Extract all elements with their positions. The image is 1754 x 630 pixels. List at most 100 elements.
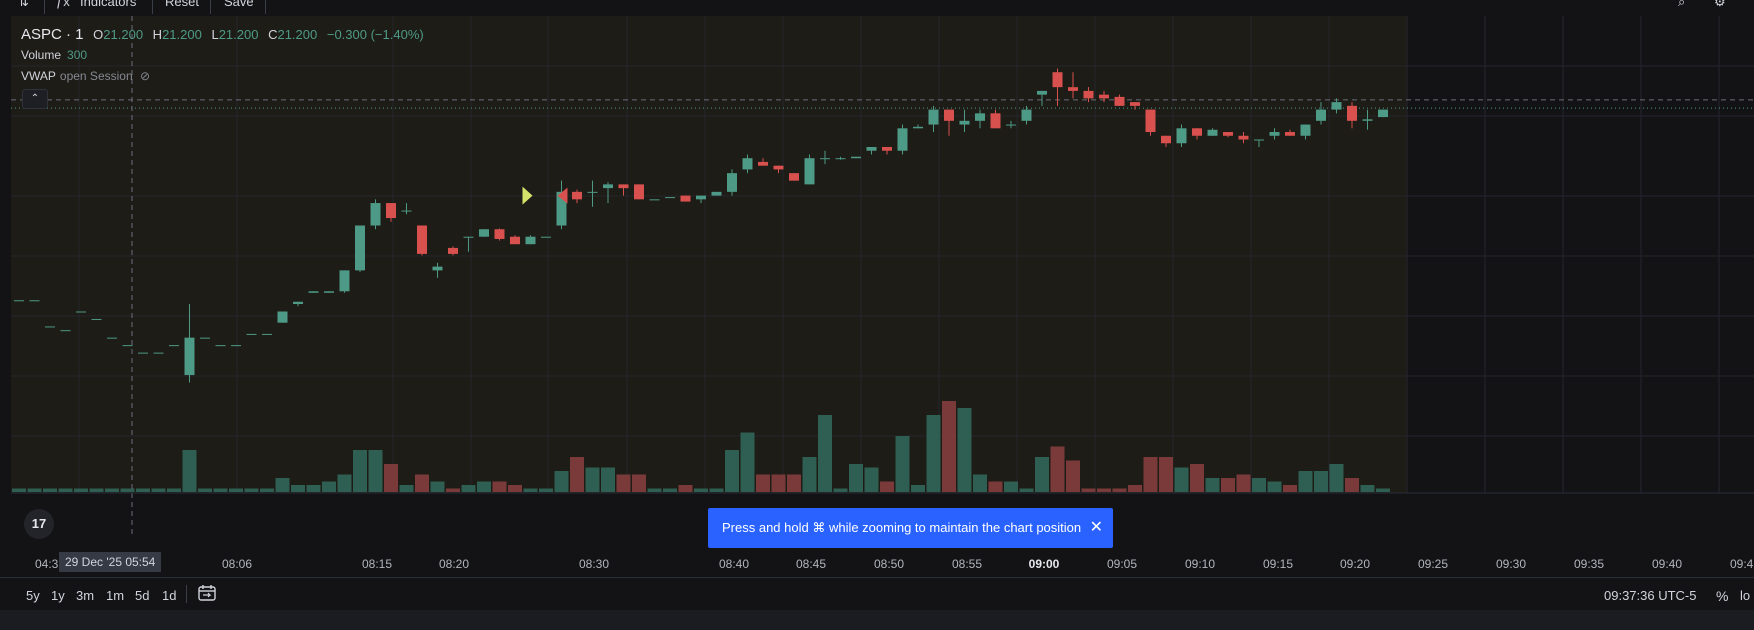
- volume-bar: [709, 488, 724, 492]
- low-value: 21.200: [218, 27, 259, 42]
- volume-bar: [167, 488, 181, 492]
- volume-bar: [926, 415, 941, 492]
- range-1d[interactable]: 1d: [162, 588, 177, 603]
- volume-bar: [1376, 488, 1390, 492]
- candle-body: [742, 158, 753, 170]
- candle-body: [169, 345, 179, 347]
- volume-bar: [1004, 481, 1018, 492]
- range-5y[interactable]: 5y: [26, 588, 40, 603]
- candle-body: [494, 229, 505, 239]
- candle-body: [587, 191, 598, 193]
- utc-clock[interactable]: 09:37:36 UTC-5: [1604, 588, 1697, 603]
- volume-bar: [725, 450, 739, 492]
- go-to-date-icon[interactable]: [197, 584, 217, 602]
- indicators-icon[interactable]: ƒx: [56, 0, 70, 9]
- time-axis-label: 08:15: [362, 557, 392, 571]
- volume-bar: [368, 450, 383, 492]
- volume-bar: [1066, 460, 1080, 492]
- candle-body: [944, 109, 954, 121]
- time-axis-label: 09:35: [1574, 557, 1604, 571]
- candle-body: [479, 229, 489, 237]
- tradingview-logo[interactable]: 17: [24, 509, 54, 539]
- time-axis-label: 08:55: [952, 557, 982, 571]
- volume-bar: [508, 485, 522, 492]
- candle-body: [1052, 72, 1063, 88]
- candle-body: [975, 113, 985, 121]
- page-footer: [0, 610, 1754, 630]
- settings-icon[interactable]: ⚙: [1714, 0, 1726, 9]
- zoom-hint-toast: Press and hold ⌘ while zooming to mainta…: [708, 508, 1113, 548]
- time-axis-label: 09:40: [1652, 557, 1682, 571]
- candle-body: [665, 197, 675, 199]
- save-button[interactable]: Save: [224, 0, 254, 9]
- candle-body: [1114, 96, 1125, 106]
- reset-button[interactable]: Reset: [165, 0, 199, 9]
- volume-bar: [585, 467, 600, 492]
- volume-bar: [1035, 457, 1049, 492]
- range-5d[interactable]: 5d: [135, 588, 150, 603]
- open-label: O: [93, 27, 104, 42]
- candle-body: [773, 165, 784, 170]
- candle-body: [649, 199, 660, 201]
- volume-bar: [1205, 478, 1220, 492]
- candle-body: [696, 195, 706, 200]
- candle-body: [1316, 109, 1326, 121]
- chart-area[interactable]: 08:06 08:15 08:20 08:30 08:40 08:45 08:50 08:55…: [0, 16, 1754, 577]
- candle-body: [634, 184, 644, 200]
- symbol-label[interactable]: ASPC · 1: [21, 26, 84, 43]
- candle-body: [556, 191, 567, 226]
- candle-body: [308, 291, 319, 293]
- volume-legend[interactable]: Volume 300: [21, 48, 87, 62]
- eye-off-icon[interactable]: ⊘: [139, 69, 151, 83]
- time-axis-label: 08:30: [579, 557, 609, 571]
- volume-bar: [198, 488, 212, 492]
- percent-scale-toggle[interactable]: %: [1716, 588, 1729, 604]
- volume-bar: [74, 488, 88, 492]
- time-axis-label: 09:45: [1730, 557, 1754, 571]
- volume-bar: [973, 474, 987, 492]
- volume-bar: [1314, 471, 1328, 492]
- candle-body: [1192, 128, 1202, 136]
- ohlc-legend: ASPC · 1 O21.200 H21.200 L21.200 C21.200…: [21, 26, 424, 43]
- candle-body: [851, 156, 861, 159]
- search-icon[interactable]: ⌕: [1678, 0, 1686, 9]
- candle-body: [122, 345, 133, 347]
- log-scale-toggle[interactable]: lo: [1740, 588, 1751, 603]
- volume-bar: [740, 432, 755, 492]
- volume-bar: [446, 488, 460, 492]
- volume-bar: [647, 488, 662, 492]
- vwap-legend[interactable]: VWAP open Session ⊘: [21, 69, 150, 83]
- volume-bar: [554, 471, 569, 492]
- range-1y[interactable]: 1y: [51, 588, 65, 603]
- candle-body: [262, 333, 272, 335]
- compare-icon[interactable]: ⇅: [18, 0, 29, 9]
- candle-body: [1161, 135, 1171, 144]
- volume-bar: [43, 488, 57, 492]
- close-icon[interactable]: ✕: [1089, 519, 1103, 536]
- volume-bar: [120, 488, 135, 492]
- candle-body: [1331, 102, 1342, 110]
- volume-bar: [1128, 485, 1142, 492]
- candle-body: [184, 337, 195, 376]
- candle-body: [1362, 119, 1373, 121]
- buy-marker: [522, 186, 533, 205]
- time-axis-label: 09:15: [1263, 557, 1293, 571]
- volume-bar: [1143, 457, 1158, 492]
- candle-body: [1068, 87, 1078, 91]
- range-3m[interactable]: 3m: [76, 588, 95, 603]
- volume-bar: [1221, 478, 1235, 492]
- range-1m[interactable]: 1m: [106, 588, 125, 603]
- price-chart[interactable]: 08:06 08:15 08:20 08:30 08:40 08:45 08:50 08:55…: [0, 16, 1754, 577]
- candle-body: [572, 191, 582, 200]
- candle-body: [680, 195, 691, 202]
- high-value: 21.200: [162, 27, 202, 42]
- toolbar-divider: [186, 585, 187, 603]
- volume-bar: [136, 488, 150, 492]
- volume-bar: [1267, 481, 1282, 492]
- candle-body: [1269, 132, 1280, 136]
- low-label: L: [211, 27, 219, 42]
- volume-bar: [802, 457, 817, 492]
- indicators-button[interactable]: Indicators: [80, 0, 137, 9]
- volume-value: 300: [67, 48, 88, 62]
- chevron-up-icon[interactable]: ⌃: [22, 89, 48, 109]
